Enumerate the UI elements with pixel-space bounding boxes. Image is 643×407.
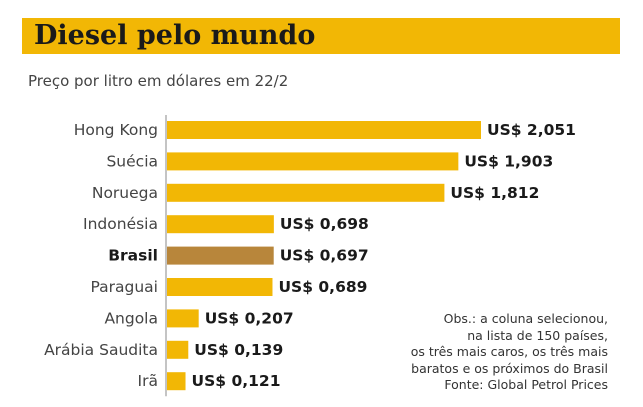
- value-label: US$ 0,698: [280, 215, 369, 233]
- bar: [167, 215, 274, 234]
- chart-note: Obs.: a coluna selecionou, na lista de 1…: [378, 311, 608, 394]
- value-label: US$ 0,207: [205, 309, 294, 327]
- bar: [167, 309, 199, 328]
- bar: [167, 121, 481, 139]
- bar: [167, 183, 445, 202]
- category-label: Paraguai: [91, 278, 159, 296]
- note-line: na lista de 150 países,: [467, 327, 608, 343]
- bar-highlighted: [167, 246, 274, 265]
- category-label: Brasil: [108, 247, 158, 265]
- value-label: US$ 0,697: [280, 247, 369, 265]
- category-label: Arábia Saudita: [44, 341, 158, 359]
- note-line: baratos e os próximos do Brasil: [411, 360, 608, 376]
- category-label: Noruega: [92, 184, 158, 202]
- note-source: Fonte: Global Petrol Prices: [444, 377, 608, 393]
- category-label: Hong Kong: [74, 121, 158, 139]
- bar: [167, 152, 459, 171]
- value-label: US$ 0,689: [278, 278, 367, 296]
- value-label: US$ 1,903: [464, 152, 553, 170]
- category-label: Irã: [138, 372, 158, 390]
- value-label: US$ 0,121: [192, 372, 281, 390]
- category-label: Indonésia: [83, 215, 158, 233]
- value-label: US$ 0,139: [194, 341, 283, 359]
- bar: [167, 372, 186, 391]
- category-label: Suécia: [106, 152, 158, 170]
- value-label: US$ 2,051: [487, 121, 576, 139]
- note-line: Obs.: a coluna selecionou,: [443, 311, 608, 326]
- value-label: US$ 1,812: [450, 184, 539, 202]
- chart-subtitle: Preço por litro em dólares em 22/2: [28, 72, 289, 90]
- bar: [167, 340, 189, 359]
- bar: [167, 278, 273, 296]
- chart-title: Diesel pelo mundo: [34, 20, 316, 51]
- title-band: Diesel pelo mundo: [22, 18, 620, 54]
- category-label: Angola: [104, 309, 158, 327]
- note-line: os três mais caros, os três mais: [410, 344, 608, 360]
